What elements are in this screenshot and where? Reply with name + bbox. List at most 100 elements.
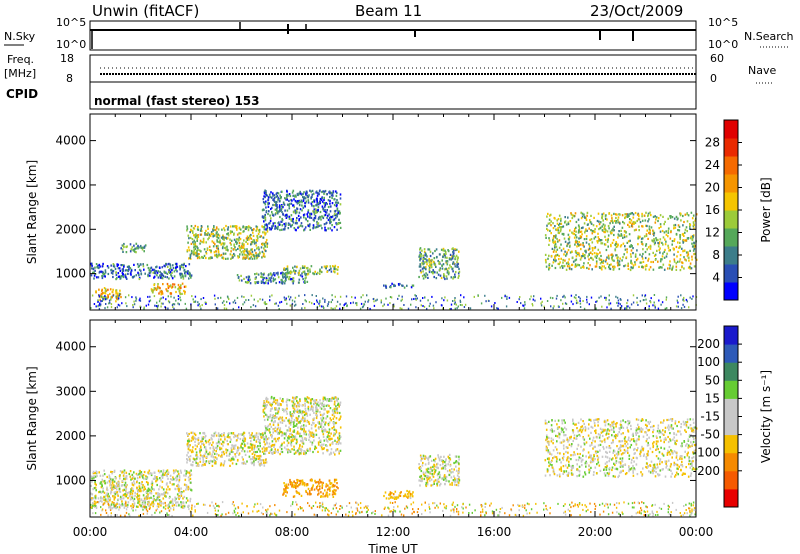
velocity-cell	[322, 443, 325, 446]
power-cell	[286, 190, 288, 193]
power-cell	[204, 232, 206, 235]
power-cell	[327, 227, 329, 230]
power-cell	[161, 266, 164, 269]
power-cell	[584, 254, 586, 257]
velocity-cell	[160, 493, 163, 496]
power-cell	[326, 304, 329, 307]
power-cell	[325, 202, 327, 205]
power-cell	[619, 234, 621, 237]
power-cell	[120, 276, 122, 279]
power-cell	[310, 190, 312, 193]
power-cell	[580, 235, 583, 239]
velocity-cell	[92, 470, 95, 473]
velocity-cell	[106, 492, 108, 495]
power-cell	[364, 300, 366, 303]
power-cell	[691, 242, 693, 245]
velocity-cell	[242, 439, 244, 442]
velocity-cell	[310, 398, 312, 401]
power-cell	[613, 259, 615, 262]
power-cell	[334, 264, 337, 267]
velocity-cell	[339, 415, 342, 418]
power-cell	[688, 306, 690, 309]
velocity-cell	[279, 431, 281, 434]
power-cell	[577, 224, 580, 227]
power-cell	[559, 261, 561, 264]
velocity-cell	[271, 440, 274, 443]
power-cell	[681, 266, 683, 269]
velocity-cell	[134, 494, 136, 497]
power-cell	[670, 231, 672, 234]
power-cell	[236, 233, 239, 236]
power-cell	[564, 259, 566, 262]
velocity-cell	[281, 432, 284, 436]
power-cell	[665, 233, 668, 236]
power-cell	[162, 296, 164, 299]
power-cell	[578, 296, 580, 298]
velocity-cell	[305, 451, 307, 455]
power-cell	[235, 249, 237, 252]
velocity-cell	[317, 441, 320, 444]
power-cell	[571, 263, 574, 266]
power-cell	[133, 303, 136, 306]
power-cell	[117, 263, 120, 266]
velocity-cell	[259, 458, 261, 461]
power-cell	[419, 265, 422, 268]
power-cell	[673, 227, 675, 230]
power-cell	[346, 304, 348, 307]
power-cell	[192, 241, 194, 244]
power-cell	[632, 264, 635, 267]
velocity-cell	[197, 439, 200, 442]
power-cell	[261, 273, 263, 276]
power-cell	[622, 256, 624, 259]
power-cell	[599, 258, 601, 261]
velocity-cell	[311, 398, 314, 401]
velocity-cell	[279, 421, 282, 424]
power-cell	[317, 222, 320, 225]
velocity-cell	[137, 505, 139, 508]
power-cell	[616, 261, 619, 264]
power-cell	[432, 252, 434, 255]
power-cell	[312, 205, 315, 208]
power-cell	[293, 205, 295, 209]
power-cell	[316, 201, 319, 204]
power-cell	[684, 239, 687, 242]
power-cell	[158, 266, 161, 269]
power-cell	[484, 294, 486, 297]
power-cell	[138, 299, 141, 302]
velocity-cell	[298, 402, 300, 405]
velocity-cell	[201, 438, 203, 441]
power-cell	[297, 201, 299, 204]
velocity-cell	[327, 422, 330, 425]
power-cell	[641, 219, 644, 222]
power-cell	[621, 259, 623, 262]
power-cell	[667, 227, 670, 230]
power-cell	[202, 237, 205, 240]
power-cell	[596, 300, 598, 303]
power-cell	[173, 275, 176, 278]
power-cell	[260, 246, 263, 249]
power-cell	[459, 299, 461, 302]
power-cell	[588, 247, 591, 250]
power-cell	[632, 294, 635, 297]
power-cell	[143, 250, 145, 253]
power-cell	[132, 276, 134, 279]
power-cell	[327, 214, 329, 217]
power-cell	[272, 203, 274, 207]
velocity-cell	[296, 408, 299, 411]
power-cell	[677, 250, 679, 253]
velocity-cell	[102, 497, 104, 500]
velocity-cell	[160, 470, 162, 473]
power-cell	[664, 243, 667, 246]
power-cell	[563, 253, 565, 256]
power-cell	[306, 213, 308, 216]
velocity-cell	[178, 491, 181, 494]
power-cell	[452, 276, 455, 279]
power-cell	[319, 301, 321, 304]
power-cell	[629, 239, 631, 242]
velocity-cell	[221, 454, 223, 457]
power-cell	[548, 237, 550, 240]
power-cell	[457, 272, 460, 275]
power-cell	[216, 231, 218, 234]
power-cell	[679, 241, 681, 244]
power-cell	[172, 267, 175, 270]
